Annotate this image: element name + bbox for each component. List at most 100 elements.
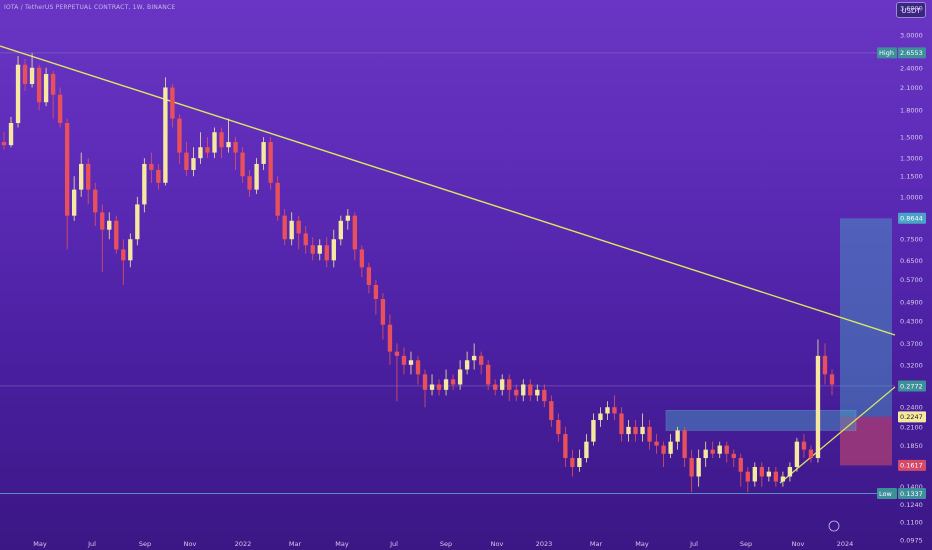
- y-tick-label: 1.0000: [900, 193, 923, 201]
- candle-body: [689, 458, 694, 477]
- candle: [324, 237, 329, 268]
- candle: [50, 70, 56, 119]
- price-badge-value: 0.2772: [900, 382, 923, 390]
- candle: [521, 379, 526, 402]
- candle: [100, 204, 105, 273]
- x-tick-label: Mar: [289, 540, 302, 548]
- candle: [121, 239, 126, 285]
- y-tick-label: 0.2400: [900, 404, 923, 412]
- candle-body: [436, 384, 442, 390]
- candle: [429, 374, 435, 396]
- candle-body: [142, 163, 147, 205]
- candle-body: [682, 430, 687, 459]
- candle-body: [787, 466, 793, 477]
- candle-body: [521, 384, 526, 396]
- candle-body: [647, 426, 652, 442]
- candle-body: [794, 441, 800, 467]
- candle-body: [303, 233, 308, 246]
- price-badge: 0.1617: [898, 459, 926, 471]
- price-badge-tag-bg: [877, 487, 897, 499]
- candle: [408, 351, 414, 375]
- candle: [191, 147, 196, 177]
- candle: [450, 374, 456, 390]
- candle-body: [485, 364, 491, 385]
- candle: [64, 118, 70, 250]
- candle: [766, 466, 772, 482]
- candle-body: [22, 64, 28, 84]
- y-tick-label: 0.1400: [900, 483, 923, 491]
- candle-body: [29, 67, 35, 84]
- candle-body: [422, 374, 428, 390]
- candle: [745, 466, 750, 493]
- tradingview-logo-icon: [828, 520, 840, 532]
- candle-body: [429, 384, 435, 390]
- candle-body: [15, 64, 21, 124]
- y-tick-label: 0.6500: [900, 257, 923, 265]
- currency-button[interactable]: USDT: [896, 2, 926, 18]
- candle-body: [331, 239, 336, 261]
- candle-body: [478, 355, 484, 365]
- candle-body: [170, 87, 175, 119]
- y-tick-label: 3.6000: [900, 5, 923, 13]
- candle: [310, 237, 315, 261]
- candle: [331, 229, 336, 268]
- candle: [317, 239, 322, 261]
- candle: [507, 374, 512, 402]
- candle: [8, 116, 14, 148]
- logo-circle: [828, 520, 840, 532]
- candle-body: [240, 152, 245, 177]
- candle: [436, 379, 442, 396]
- x-tick-label: May: [635, 540, 649, 548]
- candle-body: [563, 434, 568, 459]
- candle: [226, 118, 231, 153]
- price-badge-value: 0.1617: [900, 462, 923, 470]
- x-tick-label: Sep: [440, 540, 452, 548]
- candle: [752, 462, 757, 487]
- candle-body: [219, 132, 224, 148]
- price-badge-bg: [898, 459, 926, 471]
- candle-body: [1, 142, 7, 146]
- price-badge-bg: [898, 487, 926, 499]
- candle: [36, 64, 42, 111]
- candle-body: [507, 379, 512, 390]
- candle: [570, 449, 575, 477]
- candle: [296, 215, 301, 250]
- price-badge: Low 0.1337: [877, 487, 926, 499]
- candle: [43, 67, 49, 107]
- candle-body: [829, 374, 835, 385]
- candle-body: [528, 384, 533, 396]
- candle-body: [668, 441, 673, 454]
- candle: [605, 401, 610, 421]
- candle: [247, 169, 252, 197]
- candle-body: [738, 458, 743, 472]
- candle-body: [745, 471, 750, 482]
- candle-body: [50, 74, 56, 95]
- candle-body: [612, 407, 617, 414]
- candle-body: [731, 453, 736, 459]
- price-badge-value: 0.2247: [900, 413, 923, 421]
- candle-body: [759, 466, 765, 477]
- candle-body: [226, 142, 231, 148]
- price-badge-bg: [898, 47, 926, 59]
- candle: [773, 466, 779, 487]
- candle-body: [64, 123, 70, 216]
- candle: [373, 279, 379, 315]
- candle: [261, 137, 266, 170]
- candle-body: [86, 163, 91, 190]
- y-tick-label: 1.8000: [900, 107, 923, 115]
- candle-body: [282, 215, 287, 240]
- candle: [142, 158, 147, 213]
- price-badge-bg: [898, 411, 926, 423]
- candle-body: [598, 413, 603, 421]
- candle: [591, 413, 596, 446]
- candle: [822, 343, 828, 385]
- candle: [198, 132, 203, 164]
- candle-body: [471, 355, 477, 361]
- candle: [135, 196, 140, 246]
- y-tick-label: 0.3700: [900, 340, 923, 348]
- candle: [703, 441, 708, 467]
- candle-body: [773, 471, 779, 482]
- candle-body: [500, 379, 505, 390]
- candle-body: [324, 245, 329, 261]
